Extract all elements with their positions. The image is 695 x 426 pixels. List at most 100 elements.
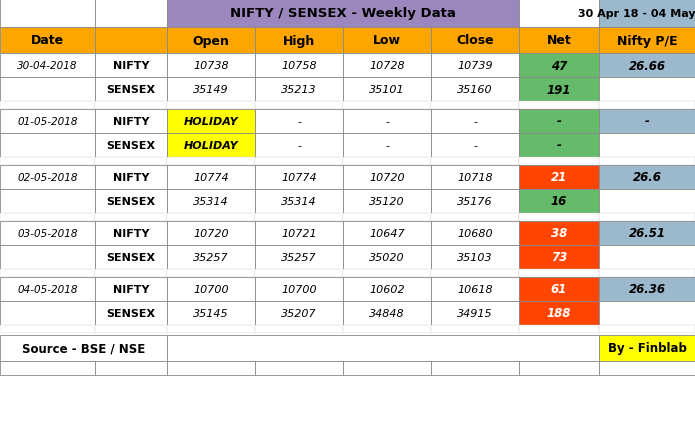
Bar bbox=[519, 361, 599, 375]
Text: -: - bbox=[385, 141, 389, 151]
Bar bbox=[167, 166, 255, 190]
Text: 10680: 10680 bbox=[457, 228, 493, 239]
Bar bbox=[519, 54, 599, 78]
Bar bbox=[167, 190, 255, 213]
Bar bbox=[519, 134, 599, 158]
Bar bbox=[95, 190, 167, 213]
Bar bbox=[0, 54, 95, 78]
Bar bbox=[599, 213, 695, 222]
Text: By - Finblab: By - Finblab bbox=[607, 342, 687, 355]
Text: HOLIDAY: HOLIDAY bbox=[183, 117, 238, 127]
Bar bbox=[255, 54, 343, 78]
Bar bbox=[599, 222, 695, 245]
Text: NIFTY: NIFTY bbox=[113, 61, 149, 71]
Text: -: - bbox=[297, 117, 301, 127]
Text: 10718: 10718 bbox=[457, 173, 493, 183]
Text: -: - bbox=[297, 141, 301, 151]
Bar bbox=[95, 269, 167, 277]
Bar bbox=[343, 301, 431, 325]
Text: NIFTY: NIFTY bbox=[113, 173, 149, 183]
Bar bbox=[599, 54, 695, 78]
Bar bbox=[167, 102, 255, 110]
Text: 73: 73 bbox=[551, 251, 567, 264]
Bar bbox=[95, 325, 167, 333]
Text: 34915: 34915 bbox=[457, 308, 493, 318]
Bar bbox=[0, 134, 95, 158]
Bar bbox=[431, 110, 519, 134]
Text: SENSEX: SENSEX bbox=[106, 196, 156, 207]
Bar bbox=[255, 166, 343, 190]
Bar bbox=[255, 110, 343, 134]
Bar bbox=[0, 110, 95, 134]
Bar bbox=[0, 245, 95, 269]
Bar bbox=[167, 325, 255, 333]
Text: 35145: 35145 bbox=[193, 308, 229, 318]
Bar bbox=[599, 245, 695, 269]
Bar bbox=[343, 190, 431, 213]
Bar bbox=[431, 28, 519, 54]
Text: 35213: 35213 bbox=[281, 85, 317, 95]
Text: 10774: 10774 bbox=[281, 173, 317, 183]
Bar bbox=[519, 0, 599, 28]
Bar bbox=[519, 110, 599, 134]
Bar bbox=[343, 102, 431, 110]
Text: 47: 47 bbox=[551, 59, 567, 72]
Text: 10721: 10721 bbox=[281, 228, 317, 239]
Text: 188: 188 bbox=[547, 307, 571, 320]
Text: HOLIDAY: HOLIDAY bbox=[183, 141, 238, 151]
Bar bbox=[519, 166, 599, 190]
Text: 35314: 35314 bbox=[281, 196, 317, 207]
Bar bbox=[255, 222, 343, 245]
Bar bbox=[519, 102, 599, 110]
Text: High: High bbox=[283, 35, 315, 47]
Bar bbox=[255, 325, 343, 333]
Bar bbox=[0, 158, 95, 166]
Bar bbox=[431, 158, 519, 166]
Text: 35149: 35149 bbox=[193, 85, 229, 95]
Text: 10728: 10728 bbox=[369, 61, 404, 71]
Bar bbox=[255, 301, 343, 325]
Bar bbox=[431, 102, 519, 110]
Bar bbox=[431, 361, 519, 375]
Text: 10618: 10618 bbox=[457, 284, 493, 294]
Bar bbox=[255, 277, 343, 301]
Bar bbox=[167, 28, 255, 54]
Text: 26.51: 26.51 bbox=[628, 227, 666, 240]
Bar bbox=[95, 110, 167, 134]
Bar bbox=[343, 325, 431, 333]
Text: 26.36: 26.36 bbox=[628, 283, 666, 296]
Text: NIFTY: NIFTY bbox=[113, 228, 149, 239]
Bar bbox=[599, 277, 695, 301]
Text: 61: 61 bbox=[551, 283, 567, 296]
Bar bbox=[519, 325, 599, 333]
Text: 35257: 35257 bbox=[193, 253, 229, 262]
Text: 10739: 10739 bbox=[457, 61, 493, 71]
Bar bbox=[0, 269, 95, 277]
Bar bbox=[343, 54, 431, 78]
Text: Date: Date bbox=[31, 35, 64, 47]
Bar bbox=[599, 110, 695, 134]
Text: 04-05-2018: 04-05-2018 bbox=[17, 284, 78, 294]
Text: 191: 191 bbox=[547, 83, 571, 96]
Bar bbox=[431, 54, 519, 78]
Bar bbox=[343, 222, 431, 245]
Bar bbox=[599, 134, 695, 158]
Text: NIFTY / SENSEX - Weekly Data: NIFTY / SENSEX - Weekly Data bbox=[230, 8, 456, 20]
Bar bbox=[167, 54, 255, 78]
Bar bbox=[599, 335, 695, 361]
Text: 10602: 10602 bbox=[369, 284, 404, 294]
Text: 34848: 34848 bbox=[369, 308, 404, 318]
Text: 10720: 10720 bbox=[193, 228, 229, 239]
Bar bbox=[519, 301, 599, 325]
Bar bbox=[255, 158, 343, 166]
Bar bbox=[95, 301, 167, 325]
Text: -: - bbox=[557, 115, 562, 128]
Bar bbox=[167, 335, 599, 361]
Text: 21: 21 bbox=[551, 171, 567, 184]
Bar bbox=[0, 301, 95, 325]
Bar bbox=[255, 245, 343, 269]
Bar bbox=[95, 0, 167, 28]
Text: 35314: 35314 bbox=[193, 196, 229, 207]
Bar bbox=[255, 190, 343, 213]
Text: SENSEX: SENSEX bbox=[106, 308, 156, 318]
